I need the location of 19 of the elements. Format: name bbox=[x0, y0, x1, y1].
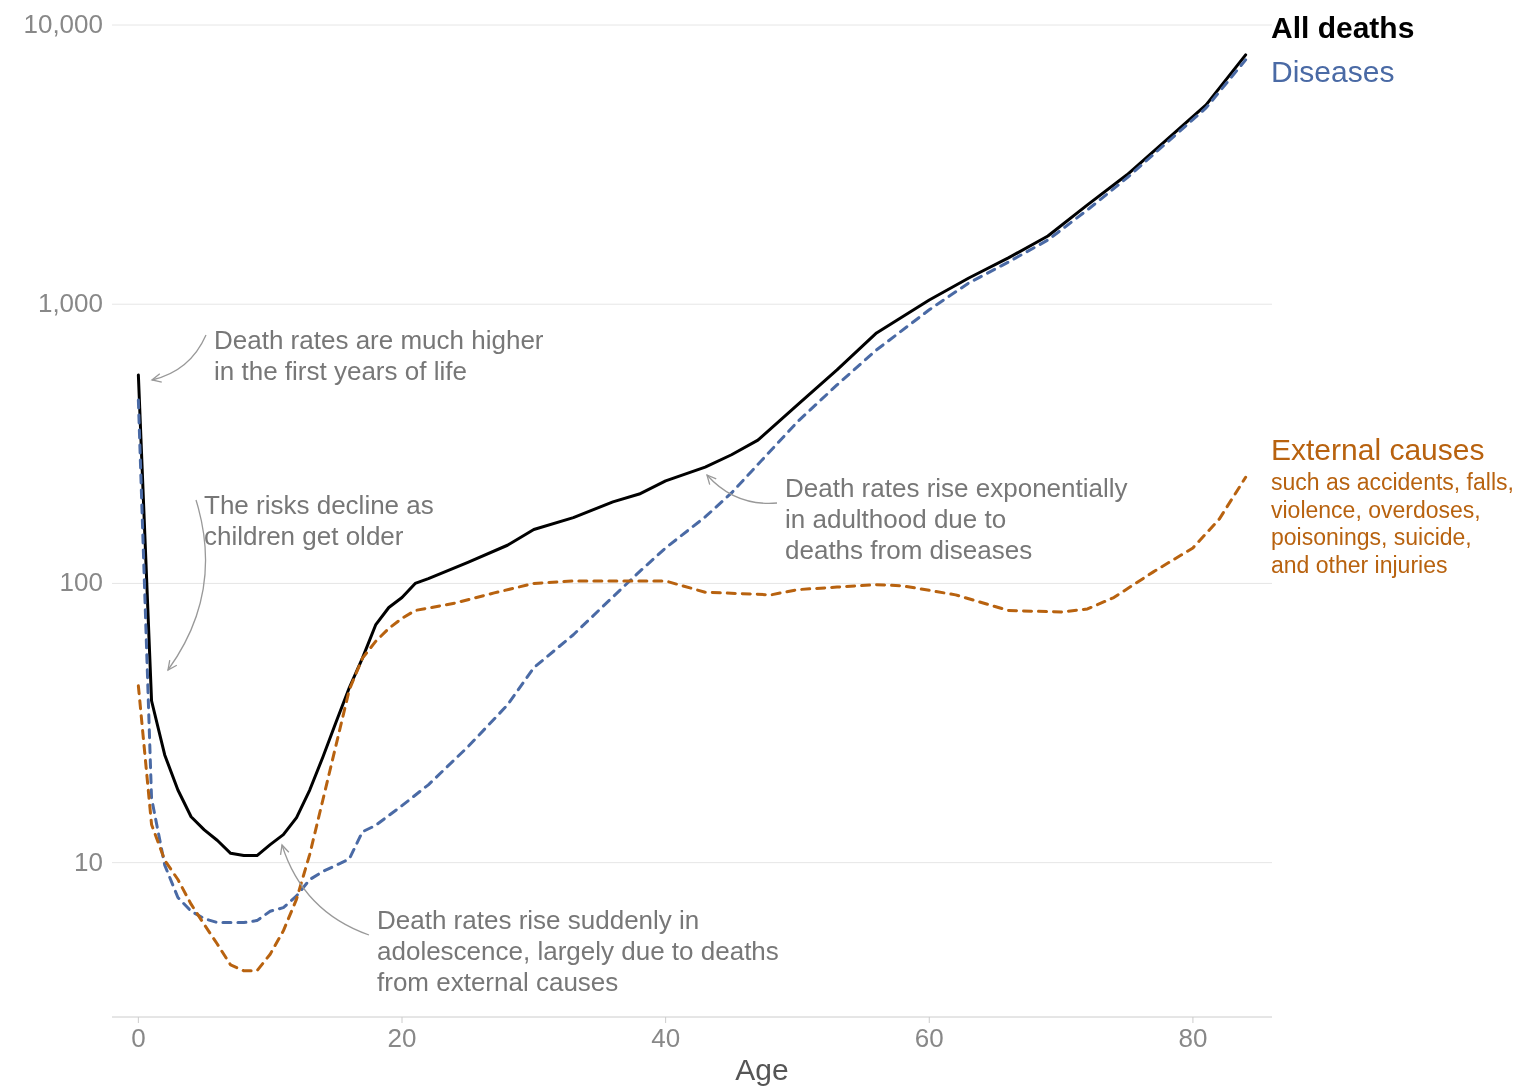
series-label: All deaths bbox=[1271, 10, 1415, 44]
annotation: Death rates are much higher in the first years of life bbox=[214, 325, 544, 386]
y-tick-label: 1,000 bbox=[37, 288, 103, 319]
x-tick-label: 20 bbox=[387, 1023, 417, 1053]
y-tick-label: 10 bbox=[74, 846, 103, 877]
x-tick-label: 40 bbox=[651, 1023, 681, 1053]
x-tick-label: 60 bbox=[914, 1023, 944, 1053]
x-tick-label: 80 bbox=[1178, 1023, 1208, 1053]
annotation: Death rates rise suddenly in adolescence, largely due to deaths from external causes bbox=[377, 905, 779, 997]
x-axis-title: Age bbox=[735, 1053, 789, 1086]
annotation: such as accidents, falls, violence, overdoses, poisonings, suicide, and other injuries bbox=[1271, 469, 1514, 578]
y-tick-label: 100 bbox=[59, 567, 103, 598]
x-tick-label: 0 bbox=[131, 1023, 146, 1053]
annotation: The risks decline as children get older bbox=[204, 490, 434, 551]
series-label: External causes bbox=[1271, 433, 1485, 467]
line-series bbox=[136, 475, 1248, 973]
y-tick-label: 10,000 bbox=[23, 9, 103, 39]
annotation: Death rates rise exponentially in adulthood due to deaths from diseases bbox=[785, 473, 1128, 565]
series-label: Diseases bbox=[1271, 54, 1395, 88]
